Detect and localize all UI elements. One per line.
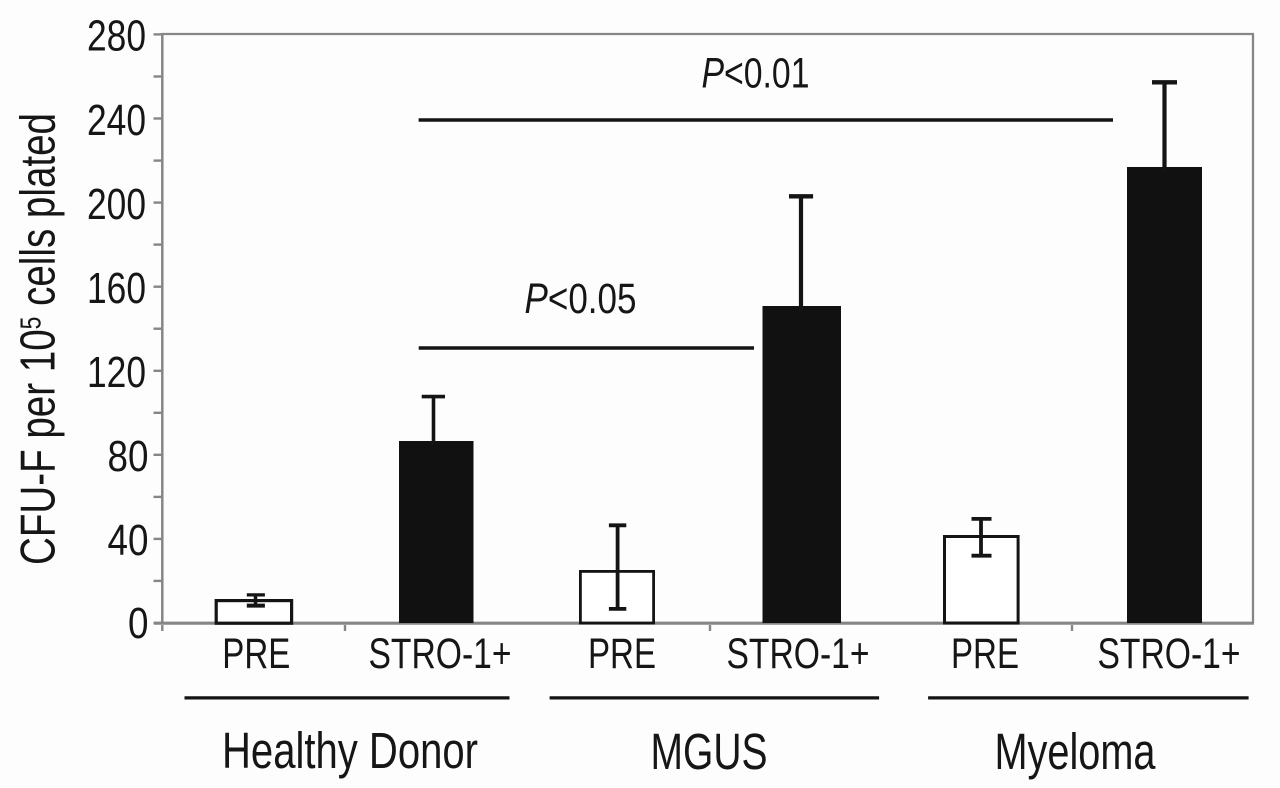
svg-text:PRE: PRE [588, 630, 656, 678]
svg-text:160: 160 [87, 264, 146, 313]
svg-text:STRO-1+: STRO-1+ [727, 630, 870, 678]
svg-text:P<0.05: P<0.05 [525, 275, 637, 323]
svg-text:CFU-F per 105 cells plated: CFU-F per 105 cells plated [12, 113, 66, 565]
svg-text:P<0.01: P<0.01 [702, 50, 810, 98]
svg-text:0: 0 [128, 599, 149, 648]
svg-text:80: 80 [108, 432, 149, 481]
svg-text:MGUS: MGUS [651, 723, 768, 780]
svg-text:Myeloma: Myeloma [995, 723, 1156, 780]
svg-text:40: 40 [108, 516, 149, 565]
svg-text:280: 280 [87, 12, 146, 61]
svg-text:STRO-1+: STRO-1+ [1098, 630, 1241, 678]
svg-text:200: 200 [87, 180, 146, 229]
svg-text:240: 240 [87, 96, 146, 145]
svg-text:Healthy Donor: Healthy Donor [222, 722, 478, 779]
svg-text:120: 120 [87, 348, 146, 397]
svg-text:STRO-1+: STRO-1+ [369, 630, 512, 678]
svg-text:PRE: PRE [951, 630, 1019, 678]
svg-text:PRE: PRE [222, 630, 290, 678]
